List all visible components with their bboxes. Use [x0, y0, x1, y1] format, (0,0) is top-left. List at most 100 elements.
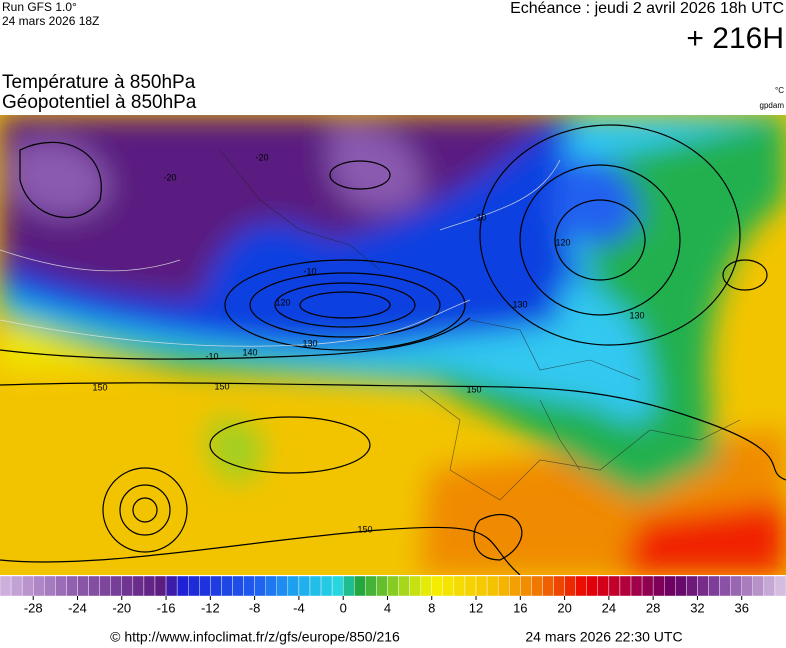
colorbar-label: 24 [602, 600, 616, 615]
color-swatch [431, 575, 444, 597]
colorbar-label: 20 [557, 600, 571, 615]
color-swatch [509, 575, 521, 597]
color-swatch [88, 575, 100, 597]
color-swatch [664, 575, 676, 597]
color-swatch [752, 575, 765, 597]
color-swatch [121, 575, 134, 597]
color-swatch [597, 575, 610, 597]
color-swatch [630, 575, 643, 597]
color-swatch [365, 575, 377, 597]
colorbar-label: 28 [646, 600, 660, 615]
horizon: + 216H [686, 22, 784, 55]
title-temp: Température à 850hPa [2, 72, 196, 93]
color-swatch [520, 575, 532, 597]
colorbar-label: 36 [734, 600, 748, 615]
color-swatch [453, 575, 466, 597]
color-swatch [66, 575, 78, 597]
color-swatch [553, 575, 565, 597]
color-swatch [187, 575, 200, 597]
unit-temp: °C [775, 86, 784, 95]
color-swatch [243, 575, 255, 597]
color-swatch [420, 575, 432, 597]
color-swatch [542, 575, 554, 597]
color-swatch [376, 575, 388, 597]
color-swatch [55, 575, 67, 597]
color-swatch [387, 575, 399, 597]
color-swatch [354, 575, 366, 597]
colorbar-label: 12 [469, 600, 483, 615]
footer-date: 24 mars 2026 22:30 UTC [525, 629, 682, 645]
color-swatch [774, 575, 786, 597]
color-swatch [730, 575, 742, 597]
color-swatch [652, 575, 665, 597]
contour-label: -20 [163, 172, 176, 182]
color-swatch [741, 575, 753, 597]
color-swatch [132, 575, 145, 597]
contour-label: 120 [275, 297, 290, 307]
color-swatch [0, 575, 12, 597]
title-geo: Géopotentiel à 850hPa [2, 92, 197, 113]
color-swatch [342, 575, 355, 597]
color-swatch [254, 575, 266, 597]
color-swatch [154, 575, 167, 597]
color-swatch [708, 575, 720, 597]
color-swatch [276, 575, 289, 597]
color-swatch [486, 575, 499, 597]
contour-label: 150 [466, 384, 481, 394]
color-swatch [210, 575, 222, 597]
color-swatch [686, 575, 698, 597]
color-swatch [77, 575, 89, 597]
contour-label: -10 [303, 266, 316, 276]
color-swatch [697, 575, 709, 597]
color-swatch [763, 575, 776, 597]
color-swatch [287, 575, 300, 597]
color-swatch [232, 575, 244, 597]
colorbar-label: -28 [24, 600, 43, 615]
color-swatch [675, 575, 687, 597]
color-swatch [44, 575, 56, 597]
color-swatch [586, 575, 599, 597]
run-date: 24 mars 2026 18Z [2, 14, 99, 28]
map: 150 150 150 150 140 130 130 130 120 120 -10 -10 -10 -… [0, 115, 786, 575]
contour-label: 130 [629, 310, 644, 320]
color-swatch [331, 575, 344, 597]
echeance: Echéance : jeudi 2 avril 2026 18h UTC [510, 0, 784, 17]
color-swatch [265, 575, 277, 597]
color-swatch [21, 575, 34, 597]
color-swatch [99, 575, 111, 597]
contour-label: 130 [302, 338, 317, 348]
unit-geo: gpdam [760, 101, 785, 110]
color-swatch [10, 575, 23, 597]
colorbar-label: 0 [340, 600, 347, 615]
color-swatch [475, 575, 488, 597]
colorbar-label: -24 [68, 600, 87, 615]
contour-label: -20 [255, 152, 268, 162]
color-swatch [497, 575, 510, 597]
contour-label: 150 [214, 381, 229, 391]
color-swatch [531, 575, 543, 597]
color-swatch [176, 575, 189, 597]
colorbar-label: 4 [384, 600, 391, 615]
contour-label: -10 [473, 212, 486, 222]
colorbar-label: -16 [157, 600, 176, 615]
colorbar-label: -12 [201, 600, 220, 615]
contour-label: 150 [357, 524, 372, 534]
color-swatch [608, 575, 621, 597]
color-swatch [564, 575, 576, 597]
color-swatch [442, 575, 455, 597]
colorbar-label: -20 [112, 600, 131, 615]
contour-label: 150 [92, 382, 107, 392]
contour-label: 140 [242, 347, 257, 357]
colorbar-label: -4 [293, 600, 305, 615]
run: Run GFS 1.0° [2, 0, 77, 14]
color-swatch [398, 575, 410, 597]
color-swatch [298, 575, 311, 597]
color-swatch [464, 575, 477, 597]
color-swatch [320, 575, 333, 597]
color-swatch [199, 575, 211, 597]
color-swatch [110, 575, 122, 597]
contour-label: 130 [512, 299, 527, 309]
colorbar-label: -8 [249, 600, 261, 615]
color-swatch [619, 575, 632, 597]
color-swatch [409, 575, 421, 597]
